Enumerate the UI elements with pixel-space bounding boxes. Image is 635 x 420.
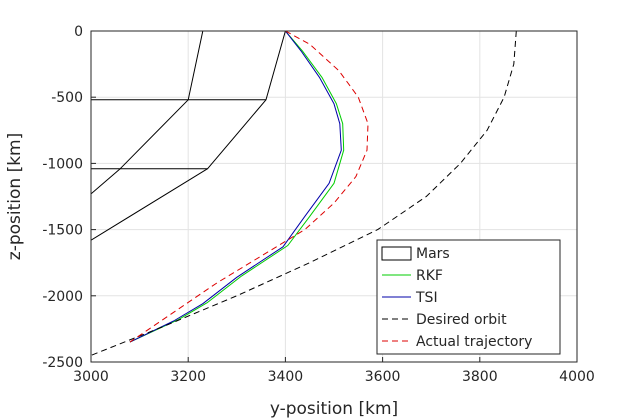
x-axis-ticks: 3000 3200 3400 3600 3800 4000 <box>73 357 595 385</box>
desired-orbit-line <box>91 31 517 356</box>
y-tick-label: 0 <box>74 24 83 40</box>
rkf-line <box>129 31 345 343</box>
legend-label: Mars <box>416 246 450 262</box>
axes-frame <box>90 30 578 363</box>
legend-label: RKF <box>416 268 443 284</box>
x-axis-title: y-position [km] <box>270 399 398 419</box>
mars-outline-segment <box>91 31 286 241</box>
tsi-line <box>129 31 342 343</box>
y-tick-label: -1500 <box>42 223 83 239</box>
actual-trajectory-line <box>129 31 369 343</box>
x-tick-label: 3800 <box>462 369 498 385</box>
legend-label: TSI <box>415 290 438 306</box>
y-axis-title: z-position [km] <box>5 133 25 260</box>
y-tick-label: -500 <box>51 90 83 106</box>
x-tick-label: 3600 <box>365 369 401 385</box>
mars-outline-segment <box>91 31 204 195</box>
legend: Mars RKF TSI Desired orbit Actual trajectory <box>376 239 561 355</box>
legend-label: Actual trajectory <box>416 334 532 350</box>
legend-swatch <box>381 246 412 261</box>
plot-area <box>91 31 517 356</box>
x-tick-label: 4000 <box>559 369 595 385</box>
y-tick-label: -2000 <box>42 289 83 305</box>
legend-label: Desired orbit <box>416 312 507 328</box>
y-tick-label: -2500 <box>42 355 83 371</box>
x-tick-label: 3200 <box>170 369 206 385</box>
y-axis-ticks: 0 -500 -1000 -1500 -2000 -2500 <box>42 24 96 371</box>
x-tick-label: 3400 <box>268 369 304 385</box>
x-tick-label: 3000 <box>73 369 109 385</box>
y-tick-label: -1000 <box>42 156 83 172</box>
